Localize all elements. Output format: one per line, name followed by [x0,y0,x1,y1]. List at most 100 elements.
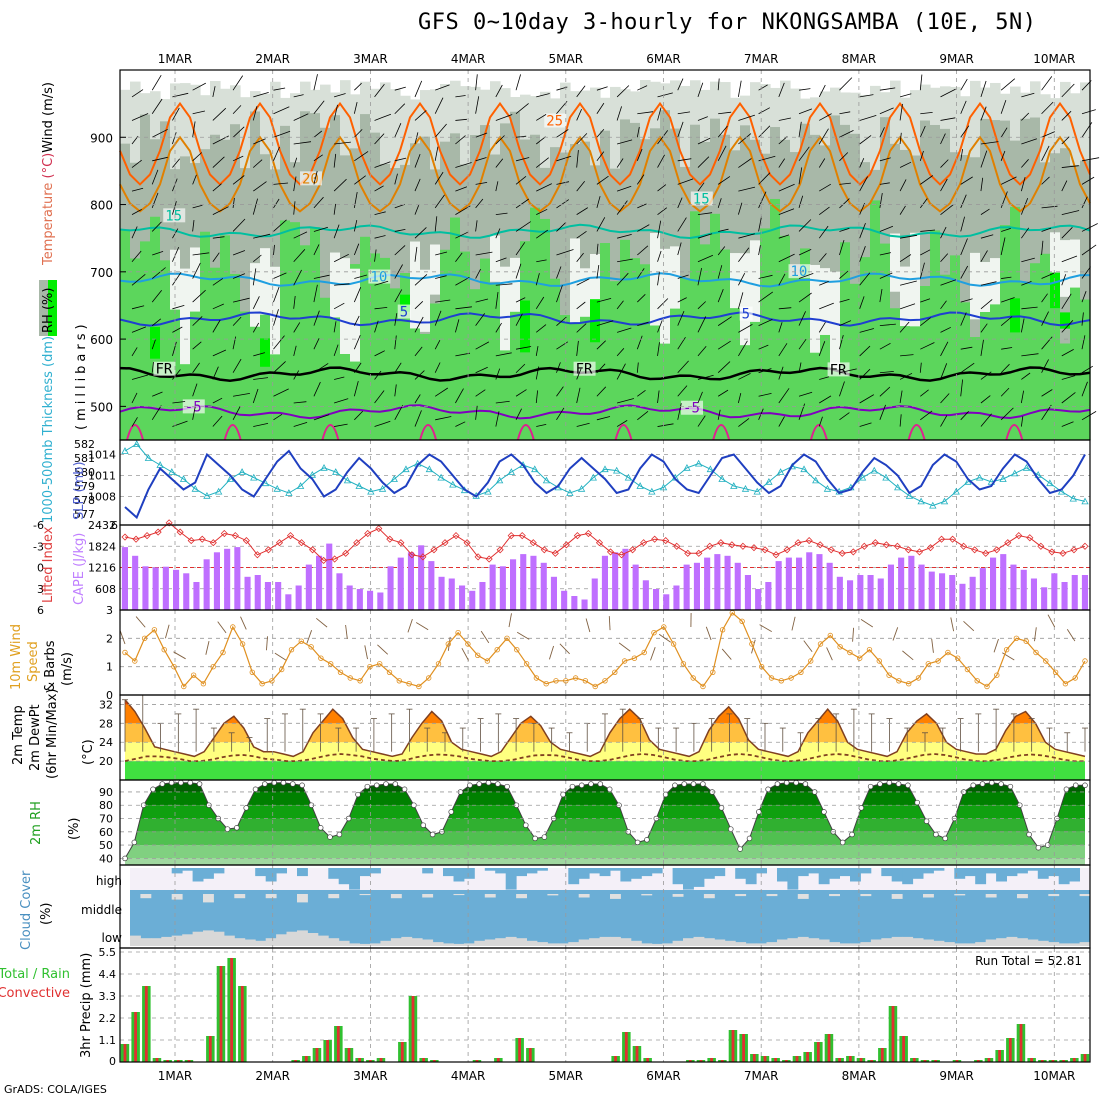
wind-barb [536,157,549,168]
cloud-low-bar [171,935,183,946]
li-point [794,539,802,547]
rh-cell [980,262,991,313]
wind-barb [657,271,660,286]
li-point [1059,549,1067,557]
cloud-middle-gap [422,894,434,898]
rh-axis-label: 2m RH [29,801,44,845]
wind-barb [819,281,829,286]
rh-cell [300,245,311,440]
cloud-high-bar [797,868,809,877]
precip-tick-label: 5.5 [99,946,117,959]
wind-barb [900,354,914,357]
wind-barb [293,249,306,262]
cape-bar [438,576,445,610]
rh-cell [610,281,621,440]
wind-barb [738,418,750,427]
thickness-point [273,484,281,492]
wind-barb [596,243,599,256]
wind-barb [738,114,756,121]
wind-barb [738,340,748,357]
cloud-low-bar [432,942,444,946]
thickness-line [124,443,1086,507]
rh-cell [1040,253,1051,440]
wind-barb [717,78,720,91]
legend-part: (m/s) [41,82,56,120]
wind-barb [151,318,162,326]
wind-barb [1081,266,1091,279]
isotherm-warm [119,135,1091,213]
wind-barb [212,107,227,121]
rh-point [224,826,231,832]
li-point [386,535,394,543]
precip-conv-bar [731,1030,735,1062]
precip-conv-bar [848,1056,852,1062]
cape-bar [367,590,374,610]
rh-point [532,835,538,842]
precip-conv-bar [635,1046,639,1062]
wind-barb [131,187,144,192]
wind-barb [819,113,832,121]
wind-barb [778,416,785,427]
cape-bar [949,575,956,610]
thickness-point [624,473,633,481]
rh-point [989,779,995,786]
wind-barb [778,273,786,286]
wind-barb [131,326,147,333]
x-tick-label-bottom: 4MAR [451,1069,486,1083]
rh-point [485,779,492,786]
wind-barb [737,202,743,215]
y-axis-label: (millibars) [74,320,89,430]
cloud-low-bar [703,938,715,946]
wind-axis-label-part: Speed [26,641,41,682]
wind-barb [455,231,469,239]
wind-barb [859,246,866,262]
li-point [430,546,438,554]
wind-barb [353,102,358,114]
wind-barb [313,338,320,350]
temp-axis-label-part: (6hr Min/Max) [45,689,60,779]
cloud-low-bar [860,942,872,946]
cloud-high-bar [171,868,183,874]
wind-barb [306,630,313,644]
rh-cell [240,168,251,440]
wind-barb [151,192,159,209]
li-point [606,548,615,556]
rh-point [979,781,986,787]
cloud-low-bar [1058,943,1070,946]
wind-speed-point [808,658,814,664]
cloud-low-bar [359,943,371,946]
thickness-point [1081,497,1089,505]
li-point [937,535,946,543]
cape-bar [765,582,772,610]
wind-barb [1081,335,1086,350]
wind-barb [536,259,547,263]
wind-barb [1081,312,1084,326]
li-point [860,542,868,550]
wind-barb [293,176,297,192]
wind-barb [637,410,649,421]
wind-barb [434,387,449,397]
contour-label-bg [573,361,596,376]
wind-speed-line [124,611,1086,688]
isotherm-hot [321,424,340,441]
rh-point [588,781,594,787]
rh-point [728,826,734,832]
wind-barb [920,249,931,256]
slp-thickness-panel: 5775785795805815821008101110141000-500mb… [41,336,1090,525]
li-point [849,548,857,556]
thickness-point [1022,463,1031,471]
contour-label: -5 [683,401,700,417]
wind-barb [232,297,250,303]
wind-barb [940,159,949,168]
precip-conv-bar [742,1034,745,1062]
wind-barb [879,182,890,185]
wind-barb [475,96,480,114]
thickness-tick-label: 579 [74,480,95,493]
isotherm-hot [126,424,144,441]
cape-bar [887,564,894,610]
rh-cell [660,329,671,440]
precip-conv-bar [1051,1060,1055,1062]
wind-barb [1021,138,1038,145]
wind-barb [1000,191,1008,209]
